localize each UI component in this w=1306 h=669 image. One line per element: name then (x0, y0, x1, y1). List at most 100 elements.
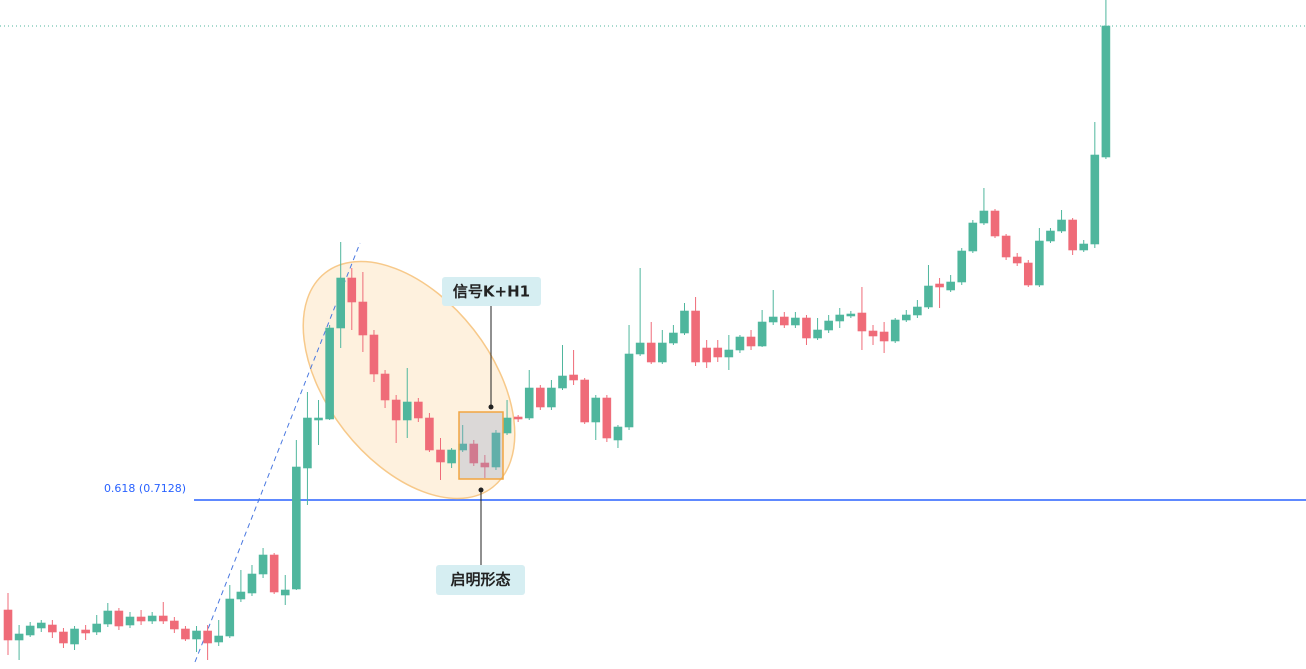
candle-body (791, 317, 800, 326)
candle-body (70, 628, 79, 645)
candle-body (890, 319, 900, 342)
candle-body (369, 334, 379, 375)
fib-level-label: 0.618 (0.7128) (104, 482, 186, 495)
candle-body (680, 310, 689, 334)
candle-body (414, 401, 423, 419)
candle-body (1012, 256, 1022, 264)
candle-body (513, 416, 523, 420)
candle-body (103, 610, 113, 625)
candle-body (1079, 243, 1089, 251)
candle-body (491, 432, 501, 468)
candle-body (1068, 219, 1077, 251)
candle-body (813, 329, 822, 339)
candle-body (591, 397, 601, 423)
callout-box (436, 565, 525, 595)
candle-body (225, 598, 235, 637)
candle-body (192, 630, 201, 640)
candle-body (968, 222, 978, 252)
candle-body (824, 320, 833, 331)
candle-body (391, 399, 401, 421)
candle-body (292, 466, 301, 590)
candle-body (957, 250, 967, 283)
candle-body (857, 312, 867, 332)
candle-body (170, 620, 179, 630)
candle-body (480, 462, 490, 468)
candle-body (1023, 262, 1033, 286)
candle-body (879, 331, 889, 342)
candle-body (835, 314, 845, 322)
candle-body (1057, 219, 1066, 232)
candle-body (280, 589, 290, 596)
candle-body (913, 306, 922, 316)
candle-body (691, 310, 700, 363)
candle-body (14, 633, 24, 641)
candle-body (447, 449, 456, 464)
candle-body (214, 635, 224, 643)
candle-body (48, 624, 57, 633)
candle-body (935, 283, 944, 288)
candle-body (924, 285, 933, 308)
highlight-ellipse (302, 260, 516, 500)
candle-body (425, 417, 434, 451)
candle-body (136, 616, 146, 622)
candle-body (1035, 240, 1044, 286)
candle-body (1001, 235, 1011, 258)
candle-body (547, 387, 556, 408)
candle-body (646, 342, 656, 363)
annotation: 信号K+H1 (453, 283, 530, 301)
candle-body (757, 321, 767, 347)
candle-body (524, 387, 534, 419)
candle-body (114, 610, 124, 627)
candle-body (25, 625, 35, 636)
candle-body (868, 330, 878, 337)
candles (3, 0, 1111, 660)
candle-body (158, 615, 168, 622)
candle-body (724, 349, 734, 358)
candle-body (325, 327, 334, 420)
candle-body (602, 397, 612, 439)
candle-body (846, 313, 856, 317)
candle-body (36, 622, 46, 629)
candle-body (613, 426, 623, 441)
candle-body (502, 417, 512, 434)
candle-body (901, 314, 911, 321)
candle-body (203, 630, 212, 644)
candle-body (469, 443, 479, 464)
annotation: 启明形态 (450, 571, 510, 589)
candle-body (635, 342, 645, 355)
callout-box (442, 277, 541, 306)
candle-body (59, 631, 68, 644)
candle-body (181, 628, 190, 640)
candle-body (702, 347, 711, 363)
candle-body (125, 616, 135, 626)
candle-body (336, 277, 346, 329)
candle-body (569, 374, 578, 381)
candle-body (946, 281, 955, 291)
candle-body (746, 336, 756, 347)
candle-body (347, 277, 357, 303)
candle-body (1101, 25, 1111, 158)
trend-line (194, 242, 361, 663)
callout-dot (478, 487, 484, 493)
candle-body (92, 623, 102, 633)
candle-body (990, 210, 1000, 237)
candle-body (236, 591, 246, 600)
candle-body (303, 417, 312, 469)
candle-body (768, 316, 778, 323)
candle-body (1090, 154, 1100, 245)
candle-body (402, 401, 412, 421)
candle-body (147, 615, 157, 622)
candle-body (658, 342, 667, 363)
candle-body (735, 336, 745, 351)
candle-body (380, 373, 390, 401)
candle-body (269, 554, 279, 593)
signal-box (458, 411, 504, 480)
candle-body (713, 347, 723, 358)
candle-body (624, 353, 634, 428)
candle-body (669, 332, 678, 344)
candle-body (3, 609, 13, 641)
candle-body (436, 449, 445, 463)
